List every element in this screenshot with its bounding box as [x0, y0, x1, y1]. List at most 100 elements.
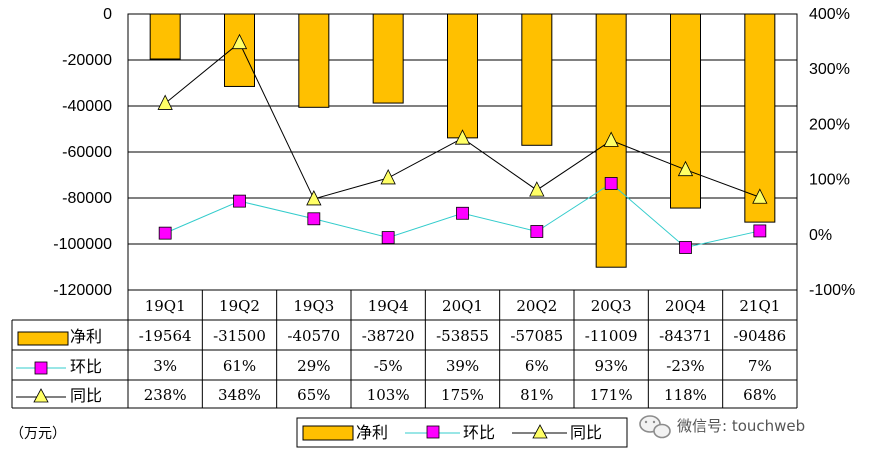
plot-area-border [127, 13, 798, 291]
cell-value: -38720 [362, 327, 415, 345]
marker-同比-19Q2 [231, 33, 248, 50]
category-label: 19Q4 [368, 297, 409, 315]
marker-环比-20Q2 [530, 225, 544, 238]
cell-value: 68% [743, 386, 776, 404]
category-label: 19Q2 [219, 297, 260, 315]
net-profit-bars [149, 13, 776, 268]
legend-key-marker-环比 [426, 425, 440, 439]
marker-同比-20Q4 [677, 160, 694, 177]
table-key-净利 [17, 331, 69, 346]
legend-label: 同比 [570, 423, 602, 442]
bar-20Q4 [670, 13, 701, 209]
cell-value: 7% [748, 357, 772, 375]
marker-环比-19Q3 [307, 212, 321, 226]
bar-19Q3 [298, 13, 330, 108]
row-label-环比: 环比 [70, 357, 102, 376]
watermark: 微信号: touchweb [639, 415, 805, 439]
cell-value: 29% [297, 357, 330, 375]
y-left-tick-label: -20000 [62, 52, 112, 69]
y-axis-right: 400% 300% 200% 100% 0% -100% [809, 6, 855, 299]
cell-value: -90486 [733, 327, 786, 345]
legend-key-净利 [302, 425, 354, 441]
y-left-tick-label: 0 [103, 6, 112, 23]
cell-value: -19564 [139, 327, 192, 345]
cell-value: -57085 [510, 327, 563, 345]
y-left-tick-label: -120000 [53, 282, 112, 299]
marker-环比-20Q1 [456, 206, 469, 220]
marker-同比-19Q1 [157, 94, 173, 110]
y-right-tick-label: 100% [809, 172, 850, 189]
y-axis-left: 0 -20000 -40000 -60000 -80000 -100000 -120000 [53, 6, 112, 299]
marker-环比-19Q4 [381, 231, 395, 244]
cell-value: -5% [374, 357, 403, 375]
cell-value: -40570 [287, 327, 340, 345]
marker-同比-20Q3 [603, 131, 619, 147]
bar-21Q1 [744, 13, 776, 223]
legend-label: 环比 [463, 423, 495, 442]
row-label-净利: 净利 [70, 327, 102, 346]
cell-value: 93% [594, 357, 627, 375]
bar-20Q1 [447, 13, 478, 139]
cell-value: 238% [144, 386, 187, 404]
marker-同比-20Q1 [454, 129, 471, 145]
marker-环比-21Q1 [753, 224, 767, 238]
cell-value: 81% [520, 386, 553, 404]
table-key-marker-同比 [33, 388, 49, 403]
marker-环比-19Q1 [158, 226, 172, 240]
cell-value: 118% [664, 386, 707, 404]
bar-20Q2 [521, 13, 553, 146]
watermark-text: 微信号: touchweb [677, 417, 805, 435]
y-right-tick-label: 400% [809, 6, 850, 23]
bar-19Q2 [224, 13, 255, 87]
marker-同比-19Q3 [306, 190, 322, 206]
cell-value: 6% [525, 357, 549, 375]
y-right-tick-label: -100% [809, 282, 855, 299]
y-left-tick-label: -40000 [62, 98, 112, 115]
wechat-logo-icon [639, 415, 671, 439]
cell-value: -11009 [585, 327, 638, 345]
cell-value: 175% [441, 386, 484, 404]
y-left-tick-label: -60000 [62, 144, 112, 161]
row-label-同比: 同比 [70, 386, 102, 405]
marker-环比-20Q4 [679, 241, 692, 254]
plot-frame [127, 13, 798, 291]
legend-label: 净利 [356, 423, 388, 442]
category-label: 19Q3 [293, 297, 334, 315]
data-table: 19Q1 19Q2 19Q3 19Q4 20Q1 20Q2 20Q3 20Q4 21Q1 净利 -1… [11, 290, 798, 409]
category-label: 19Q1 [145, 297, 186, 315]
cell-value: 39% [446, 357, 479, 375]
cell-value: -31500 [213, 327, 266, 345]
cell-value: -84371 [659, 327, 712, 345]
y-left-tick-label: -100000 [53, 236, 112, 253]
marker-同比-21Q1 [752, 188, 768, 204]
category-label: 20Q3 [591, 297, 632, 315]
cell-value: -23% [666, 357, 704, 375]
cell-value: 171% [590, 386, 633, 404]
cell-value: 3% [153, 357, 177, 375]
y-left-tick-label: -80000 [62, 190, 112, 207]
bar-19Q4 [372, 13, 404, 104]
y-right-tick-label: 200% [809, 116, 850, 133]
y-right-tick-label: 300% [809, 61, 850, 78]
legend-key-marker-同比 [532, 424, 548, 439]
marker-环比-20Q3 [604, 177, 618, 190]
cell-value: 61% [223, 357, 256, 375]
table-key-marker-环比 [34, 361, 48, 375]
marker-同比-19Q4 [380, 169, 396, 185]
marker-同比-20Q2 [529, 181, 545, 197]
cell-value: 348% [218, 386, 261, 404]
category-label: 20Q4 [665, 297, 706, 315]
unit-label: （万元） [10, 426, 66, 442]
category-label: 20Q1 [442, 297, 483, 315]
category-label: 20Q2 [516, 297, 557, 315]
cell-value: 103% [367, 386, 410, 404]
cell-value: 65% [297, 386, 330, 404]
legend: 净利 环比 同比 [296, 417, 628, 448]
ratio-lines [157, 33, 768, 254]
bar-19Q1 [149, 13, 181, 60]
y-right-tick-label: 0% [809, 227, 832, 244]
marker-环比-19Q2 [233, 194, 246, 208]
cell-value: -53855 [436, 327, 489, 345]
category-label: 21Q1 [739, 297, 780, 315]
